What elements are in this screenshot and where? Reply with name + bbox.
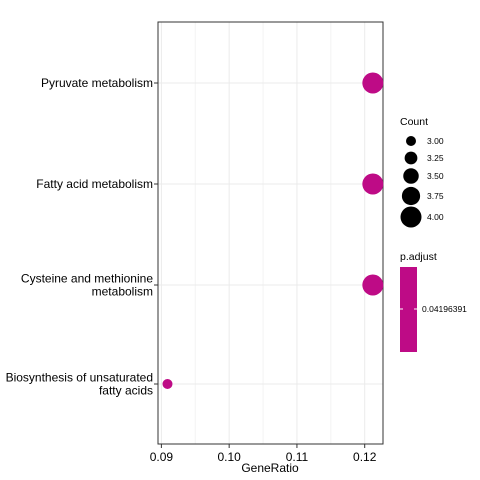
data-point bbox=[162, 379, 173, 389]
x-tick-label: 0.12 bbox=[353, 450, 377, 464]
y-tick-label: Fatty acid metabolism bbox=[36, 177, 153, 191]
y-tick-label: fatty acids bbox=[99, 384, 153, 398]
count-size-legend: Count 3.00 3.25 3.50 3.75 4.00 bbox=[400, 116, 444, 228]
count-legend-label: 3.00 bbox=[427, 136, 444, 146]
data-point bbox=[362, 274, 384, 296]
count-legend-label: 3.25 bbox=[427, 153, 444, 163]
p-adjust-legend-label: 0.04196391 bbox=[422, 304, 467, 314]
y-tick-label: metabolism bbox=[92, 285, 153, 299]
count-legend-label: 3.50 bbox=[427, 171, 444, 181]
data-point bbox=[362, 173, 384, 195]
p-adjust-color-legend: p.adjust 0.04196391 bbox=[400, 251, 467, 352]
count-legend-key bbox=[403, 168, 419, 184]
x-axis-title: GeneRatio bbox=[241, 461, 299, 475]
y-axis-labels: Pyruvate metabolism Fatty acid metabolism… bbox=[6, 76, 158, 398]
y-tick-label: Biosynthesis of unsaturated bbox=[6, 371, 153, 385]
count-legend-title: Count bbox=[400, 116, 428, 128]
panel-border bbox=[157, 21, 384, 445]
count-legend-label: 3.75 bbox=[427, 191, 444, 201]
count-legend-key bbox=[406, 136, 416, 146]
count-legend-key bbox=[401, 186, 421, 206]
count-legend-label: 4.00 bbox=[427, 212, 444, 222]
count-legend-key bbox=[400, 206, 422, 228]
grid-lines bbox=[157, 21, 384, 445]
count-legend-key bbox=[404, 151, 418, 165]
x-tick-label: 0.11 bbox=[286, 450, 309, 464]
x-tick-label: 0.10 bbox=[217, 450, 241, 464]
p-adjust-legend-title: p.adjust bbox=[400, 251, 437, 263]
x-axis: 0.09 0.10 0.11 0.12 bbox=[150, 444, 377, 464]
p-adjust-colorbar bbox=[400, 267, 417, 352]
data-point bbox=[362, 72, 384, 94]
y-tick-label: Pyruvate metabolism bbox=[41, 76, 153, 90]
x-tick-label: 0.09 bbox=[150, 450, 174, 464]
y-tick-label: Cysteine and methionine bbox=[21, 272, 153, 286]
data-points bbox=[162, 72, 384, 389]
